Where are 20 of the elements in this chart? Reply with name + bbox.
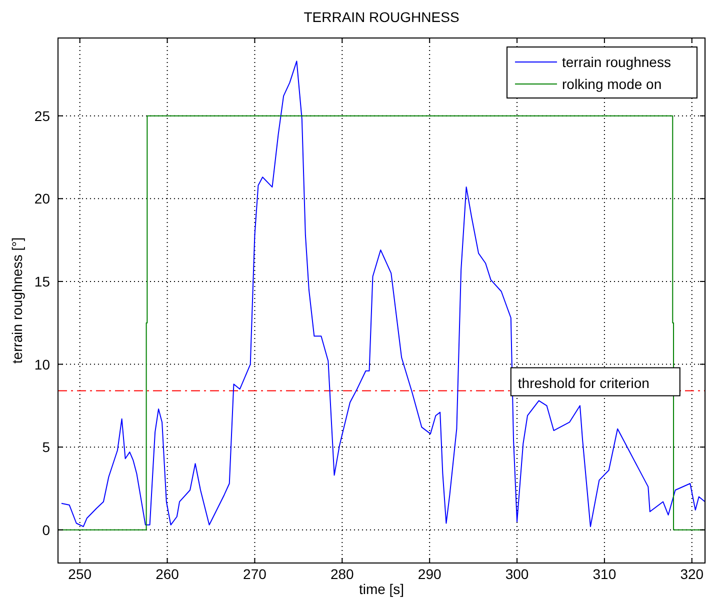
x-tick-label: 260 bbox=[156, 566, 180, 582]
x-axis-title: time [s] bbox=[358, 581, 404, 597]
x-tick-label: 290 bbox=[418, 566, 442, 582]
legend-label: terrain roughness bbox=[562, 54, 671, 70]
y-tick-label: 25 bbox=[34, 108, 50, 124]
x-tick-label: 270 bbox=[243, 566, 267, 582]
legend-label: rolking mode on bbox=[562, 76, 662, 92]
y-tick-label: 20 bbox=[34, 190, 50, 207]
y-tick-label: 5 bbox=[42, 439, 50, 456]
y-tick-label: 0 bbox=[42, 522, 50, 538]
chart-title: TERRAIN ROUGHNESS bbox=[304, 9, 460, 25]
ref-line-label: threshold for criterion bbox=[518, 374, 650, 391]
x-tick-label: 300 bbox=[505, 566, 529, 582]
y-axis-title: terrain roughness [°] bbox=[9, 237, 25, 364]
x-tick-label: 320 bbox=[680, 566, 704, 582]
x-tick-label: 310 bbox=[592, 566, 616, 582]
y-tick-label: 10 bbox=[34, 356, 50, 372]
x-tick-label: 280 bbox=[330, 566, 354, 582]
x-tick-label: 250 bbox=[68, 566, 92, 582]
y-tick-label: 15 bbox=[34, 273, 50, 290]
